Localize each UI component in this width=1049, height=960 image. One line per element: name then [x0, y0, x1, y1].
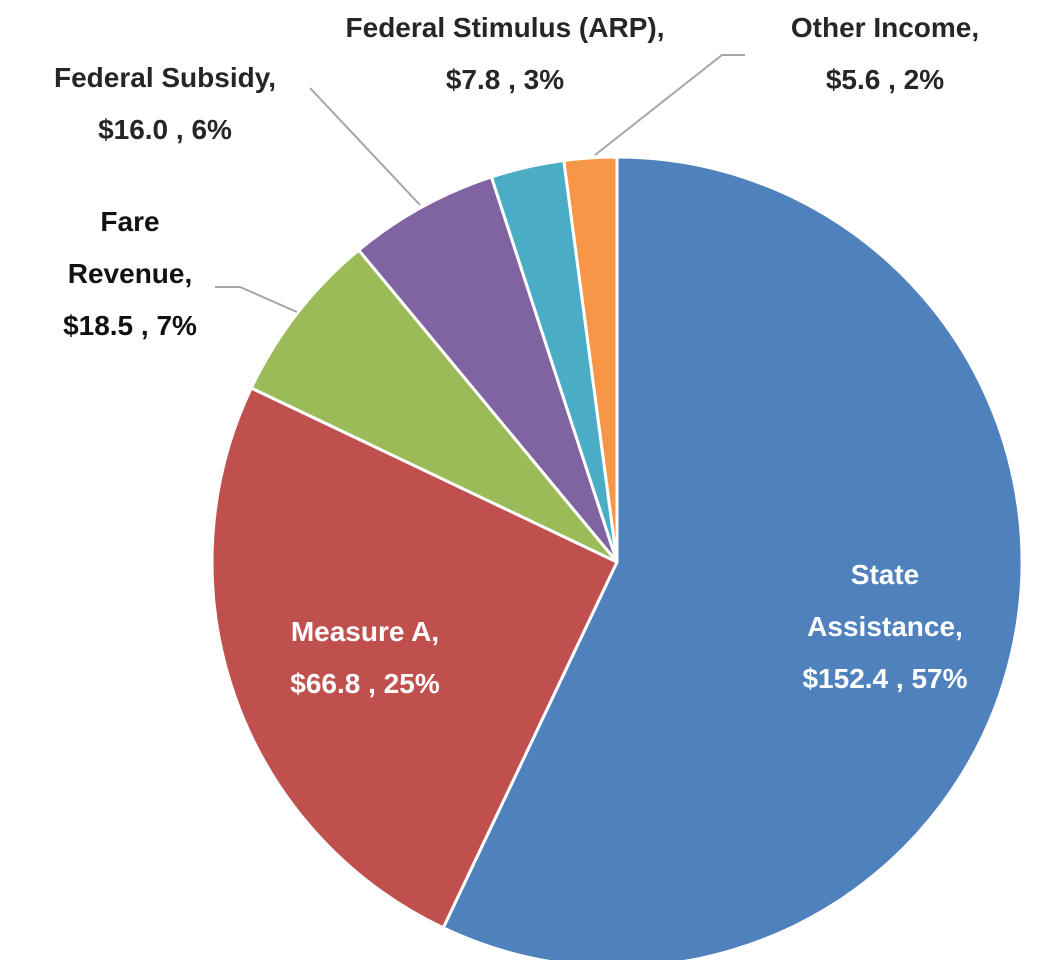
leader-line: [594, 54, 745, 156]
slices: [210, 155, 1024, 960]
pie-slice: [249, 248, 619, 564]
pie-slice: [562, 155, 619, 564]
value-label: $7.8 , 3%: [445, 64, 565, 95]
category-label: Other Income,: [790, 12, 980, 43]
data-label: Federal Subsidy, $16.0 , 6%: [5, 52, 325, 156]
leader-line: [309, 87, 421, 206]
value-label: $152.4 , 57%: [802, 663, 968, 694]
category-label: Federal Subsidy,: [54, 62, 276, 93]
value-label: $66.8 , 25%: [290, 668, 440, 699]
pie-slice: [441, 155, 1024, 960]
data-label: State Assistance, $152.4 , 57%: [770, 549, 1000, 705]
category-label: Measure A,: [290, 616, 440, 647]
data-label: Other Income, $5.6 , 2%: [735, 2, 1035, 106]
pie-slice: [210, 386, 619, 930]
data-label: Measure A, $66.8 , 25%: [245, 606, 485, 710]
data-label: Federal Stimulus (ARP), $7.8 , 3%: [345, 2, 665, 106]
value-label: $18.5 , 7%: [63, 310, 197, 341]
value-label: $16.0 , 6%: [98, 114, 232, 145]
category-label: Fare Revenue,: [67, 206, 193, 289]
value-label: $5.6 , 2%: [825, 64, 945, 95]
category-label: State Assistance,: [807, 559, 963, 642]
leader-line: [215, 286, 298, 313]
data-label: Fare Revenue, $18.5 , 7%: [45, 196, 215, 352]
pie-slice: [357, 175, 619, 564]
category-label: Federal Stimulus (ARP),: [345, 12, 665, 43]
